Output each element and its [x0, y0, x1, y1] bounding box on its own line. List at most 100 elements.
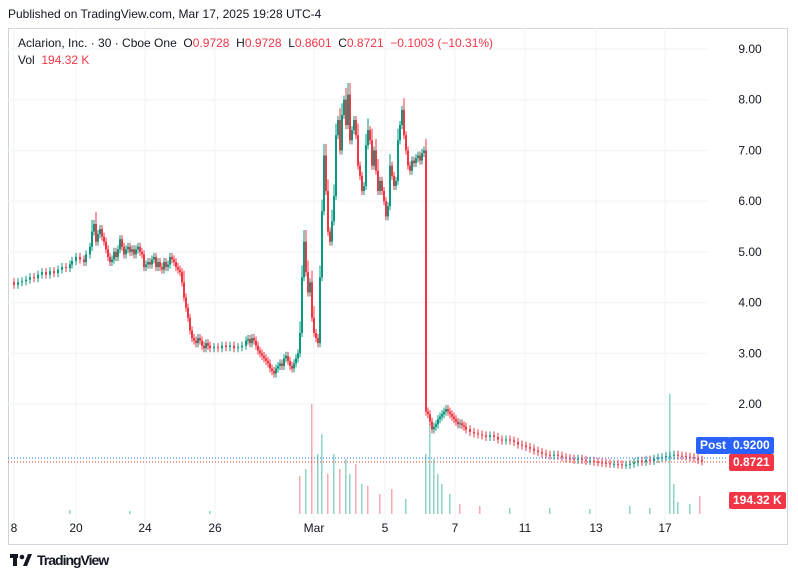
candle-body	[377, 170, 379, 191]
volume-bar	[673, 484, 675, 514]
candle-body	[163, 262, 165, 270]
candle-body	[139, 246, 141, 252]
candle-body	[71, 260, 73, 265]
candle-body	[85, 254, 87, 262]
candle-body	[357, 135, 359, 166]
candle-body	[157, 262, 159, 268]
published-caption: Published on TradingView.com, Mar 17, 20…	[8, 7, 322, 21]
candle-body	[195, 340, 197, 344]
candle-body	[229, 345, 231, 348]
candle-body	[65, 267, 67, 269]
volume-bar	[379, 494, 381, 514]
candle-body	[423, 150, 425, 153]
candle-body	[359, 165, 361, 176]
candle-body	[145, 264, 147, 268]
candle-body	[451, 414, 453, 417]
candle-body	[689, 456, 691, 458]
candle-body	[435, 424, 437, 427]
candle-body	[513, 440, 515, 443]
price-chart[interactable]: 9.00 8.00 7.00 6.00 5.00 4.00 3.00 2.00 8 20 24 26…	[8, 28, 788, 545]
candle-body	[369, 130, 371, 141]
candle-body	[331, 221, 333, 242]
candle-body	[533, 448, 535, 451]
candle-body	[489, 435, 491, 437]
candle-body	[189, 317, 191, 331]
candle-body	[421, 152, 423, 161]
candle-body	[629, 463, 631, 465]
candle-body	[317, 338, 319, 344]
candle-body	[79, 256, 81, 260]
volume-bar	[327, 474, 329, 514]
candle-body	[287, 355, 289, 361]
candle-body	[701, 459, 703, 462]
candle-body	[167, 264, 169, 268]
high-value: 0.9728	[244, 36, 282, 50]
candle-body	[149, 262, 151, 265]
x-tick-label: Mar	[304, 521, 325, 535]
candle-body	[33, 277, 35, 279]
candle-body	[143, 254, 145, 268]
candle-body	[313, 317, 315, 333]
candle-body	[351, 130, 353, 141]
candle-body	[165, 262, 167, 268]
chart-legend: Aclarion, Inc. · 30 · Cboe One O0.9728 H…	[18, 35, 493, 69]
candle-body	[293, 363, 295, 369]
candle-body	[45, 272, 47, 275]
candle-body	[553, 454, 555, 456]
candle-body	[277, 365, 279, 369]
y-tick-label: 6.00	[738, 194, 762, 208]
candle-body	[225, 345, 227, 348]
volume-bar	[345, 459, 347, 514]
tradingview-logo-icon	[10, 554, 32, 566]
volume-bar	[449, 494, 451, 514]
candle-body	[463, 425, 465, 427]
x-tick-label: 17	[658, 521, 672, 535]
candle-body	[111, 259, 113, 262]
candle-body	[115, 251, 117, 257]
candle-body	[205, 343, 207, 349]
candle-body	[677, 454, 679, 456]
candle-body	[249, 339, 251, 344]
volume-bar	[361, 484, 363, 514]
last-price-tag: 0.8721	[729, 454, 774, 471]
candle-body	[203, 345, 205, 349]
candle-body	[117, 249, 119, 257]
candle-body	[433, 426, 435, 430]
candle-body	[109, 256, 111, 262]
candle-body	[497, 436, 499, 440]
candle-body	[529, 447, 531, 449]
candle-body	[53, 271, 55, 274]
x-tick-label: 7	[452, 521, 459, 535]
candle-body	[187, 307, 189, 318]
candle-body	[461, 423, 463, 426]
candle-body	[397, 140, 399, 181]
candle-body	[273, 371, 275, 374]
candle-body	[439, 416, 441, 420]
candle-body	[169, 256, 171, 265]
candle-body	[261, 353, 263, 356]
volume-bar	[589, 509, 591, 514]
candle-body	[657, 457, 659, 459]
candle-body	[455, 419, 457, 422]
candle-body	[333, 196, 335, 222]
candle-body	[281, 363, 283, 366]
candle-body	[323, 155, 325, 212]
candle-body	[339, 120, 341, 151]
volume-bar	[391, 489, 393, 514]
candle-body	[411, 160, 413, 171]
candle-body	[191, 330, 193, 339]
volume-bar	[429, 424, 431, 514]
candle-body	[21, 281, 23, 283]
candle-body	[365, 145, 367, 186]
candle-body	[625, 464, 627, 466]
volume-bar	[333, 454, 335, 514]
candle-body	[459, 423, 461, 425]
candle-body	[307, 272, 309, 293]
volume-bar	[405, 499, 407, 514]
footer[interactable]: TradingView	[10, 552, 109, 568]
volume-bar	[129, 511, 131, 514]
candle-body	[183, 282, 185, 298]
candle-body	[309, 282, 311, 293]
candle-body	[179, 269, 181, 273]
candle-body	[429, 414, 431, 422]
